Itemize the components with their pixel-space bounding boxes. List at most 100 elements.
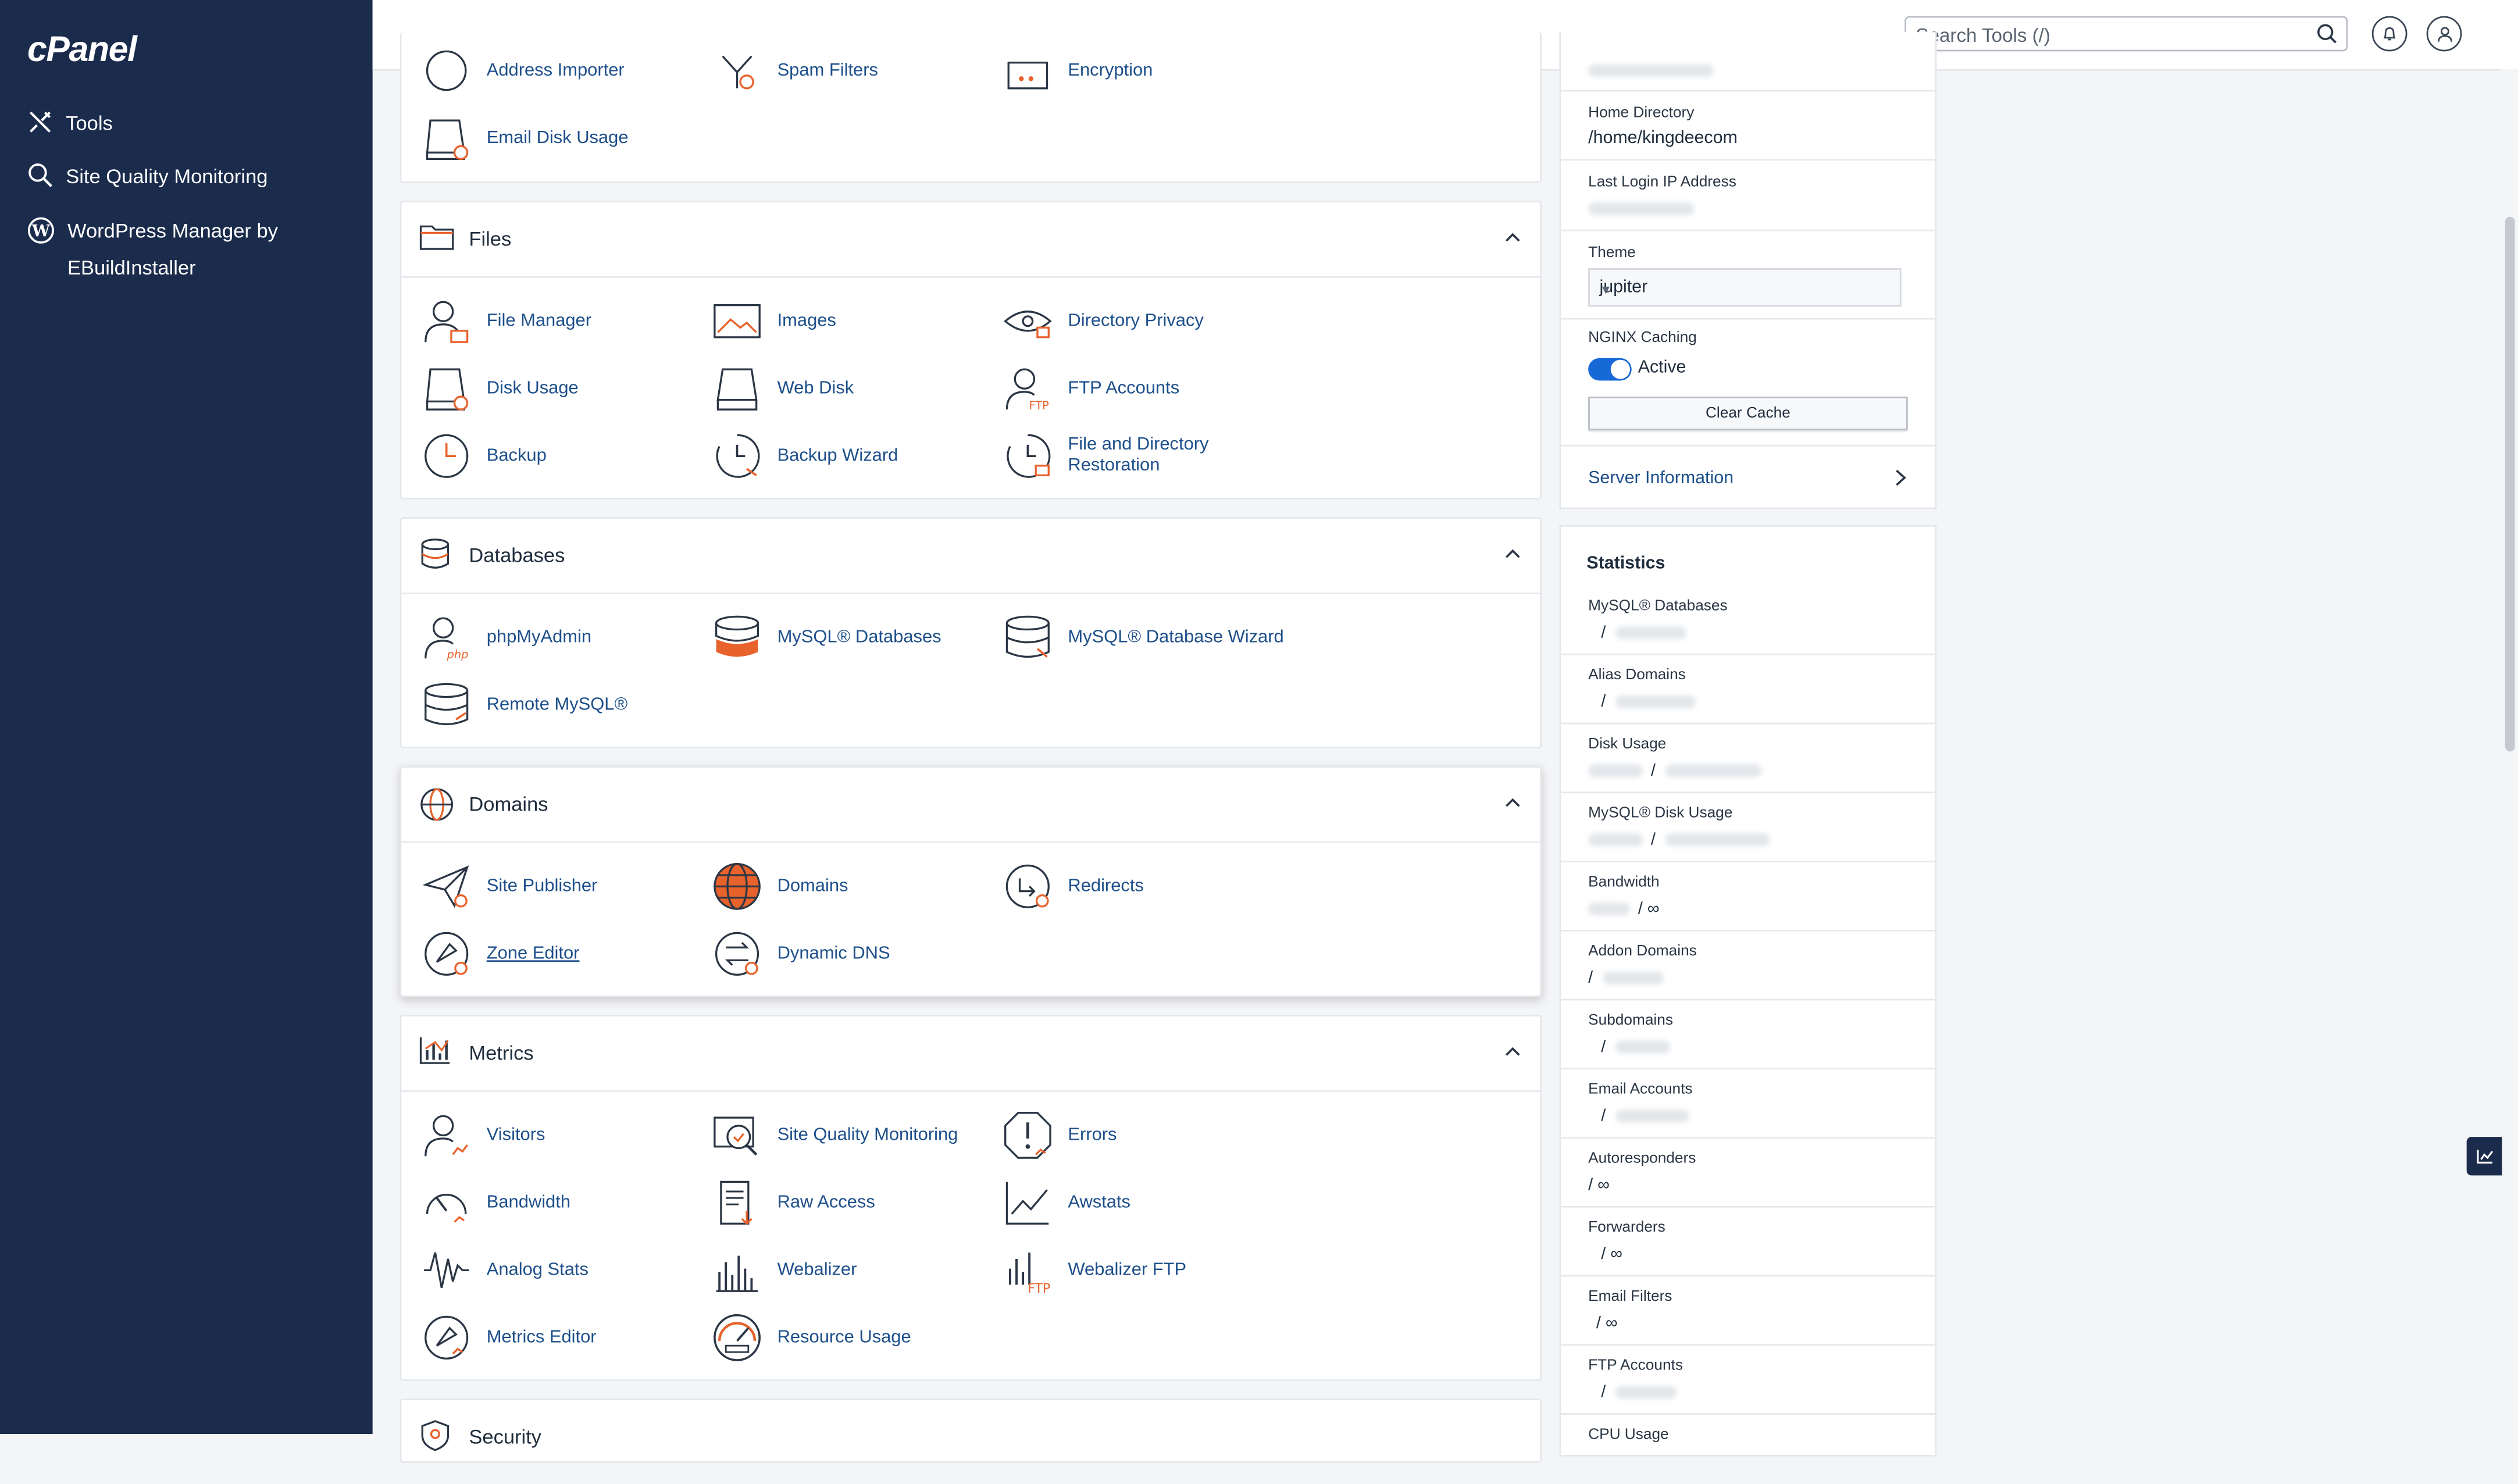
statistic-value: / [1601, 1106, 1606, 1126]
statistic-row: MySQL® Databases / [1561, 586, 1935, 655]
database-icon [421, 538, 450, 569]
backup-wizard-icon [716, 434, 760, 478]
files-header[interactable]: Files [401, 202, 1540, 278]
cpanel-logo[interactable]: cPanel [27, 28, 137, 69]
remote-mysql-icon [425, 683, 469, 725]
general-information-card: Home Directory /home/kingdeecom Last Log… [1559, 32, 1937, 509]
tool-file-directory-restoration[interactable]: File and Directory Restoration [1004, 432, 1293, 480]
statistic-value-wrap: / [1588, 623, 1686, 643]
tool-mysql-databases[interactable]: MySQL® Databases [713, 613, 941, 662]
statistic-label: Email Filters [1588, 1287, 1672, 1306]
tool-site-quality-monitoring[interactable]: Site Quality Monitoring [713, 1111, 958, 1160]
tool-webalizer-ftp[interactable]: FTP Webalizer FTP [1004, 1246, 1186, 1294]
tool-site-publisher[interactable]: Site Publisher [422, 862, 597, 911]
tool-email-disk-usage[interactable]: Email Disk Usage [422, 114, 629, 162]
tool-awstats[interactable]: Awstats [1004, 1179, 1130, 1227]
metrics-editor-icon [425, 1315, 469, 1360]
redacted-value [1588, 202, 1695, 216]
images-icon [714, 304, 761, 338]
chart-icon [2476, 1150, 2492, 1164]
eye-icon [1004, 311, 1052, 338]
statistic-label: MySQL® Databases [1588, 597, 1728, 615]
chevron-up-icon[interactable] [1505, 231, 1521, 242]
tool-zone-editor[interactable]: Zone Editor [422, 930, 579, 978]
search-placeholder: Search Tools (/) [1916, 24, 2050, 47]
bar-chart-icon [419, 1037, 450, 1064]
tool-backup-wizard[interactable]: Backup Wizard [713, 432, 898, 480]
clear-cache-button[interactable]: Clear Cache [1588, 397, 1908, 431]
nginx-caching-toggle[interactable] [1588, 358, 1632, 381]
statistic-label: Alias Domains [1588, 666, 1686, 684]
statistic-row: Disk Usage / [1561, 724, 1935, 794]
statistic-row: MySQL® Disk Usage / [1561, 793, 1935, 862]
tool-remote-mysql[interactable]: Remote MySQL® [422, 681, 627, 729]
user-menu-button[interactable] [2426, 16, 2462, 52]
section-title: Security [469, 1426, 542, 1449]
statistic-value: / [1601, 1382, 1606, 1402]
statistic-value-wrap: / ∞ [1588, 1244, 1622, 1264]
statistic-label: Subdomains [1588, 1011, 1673, 1030]
chevron-up-icon[interactable] [1505, 548, 1521, 559]
sidebar-item-tools[interactable]: Tools [27, 106, 348, 143]
svg-text:FTP: FTP [1028, 1281, 1050, 1294]
tool-dynamic-dns[interactable]: Dynamic DNS [713, 930, 890, 978]
search-magnify-icon [28, 163, 52, 187]
tool-ftp-accounts[interactable]: FTP FTP Accounts [1004, 365, 1179, 413]
tool-directory-privacy[interactable]: Directory Privacy [1004, 297, 1204, 345]
tool-metrics-editor[interactable]: Metrics Editor [422, 1314, 597, 1362]
redacted-value [1665, 833, 1770, 847]
tool-raw-access[interactable]: Raw Access [713, 1179, 875, 1227]
statistic-label: Addon Domains [1588, 943, 1697, 961]
tool-visitors[interactable]: Visitors [422, 1111, 545, 1160]
zone-editor-icon [425, 932, 469, 976]
statistic-value: / [1650, 830, 1656, 850]
statistic-row: CPU Usage [1561, 1415, 1935, 1484]
redacted-value [1588, 902, 1630, 916]
analytics-float-button[interactable] [2466, 1137, 2502, 1176]
domains-section: Domains Site Publisher Domains Redirects… [400, 766, 1542, 997]
statistic-label: FTP Accounts [1588, 1357, 1683, 1375]
tool-disk-usage[interactable]: Disk Usage [422, 365, 579, 413]
statistic-label: Autoresponders [1588, 1150, 1696, 1168]
search-input[interactable]: Search Tools (/) [1904, 16, 2348, 52]
tool-images[interactable]: Images [713, 297, 836, 345]
ftp-accounts-icon: FTP [1005, 368, 1049, 412]
metrics-header[interactable]: Metrics [401, 1016, 1540, 1092]
tool-mysql-database-wizard[interactable]: MySQL® Database Wizard [1004, 613, 1284, 662]
redacted-value [1588, 64, 1714, 77]
domains-header[interactable]: Domains [401, 768, 1540, 843]
sidebar-item-site-quality-monitoring[interactable]: Site Quality Monitoring [27, 159, 348, 196]
databases-header[interactable]: Databases [401, 519, 1540, 594]
sidebar-item-wordpress-manager[interactable]: W WordPress Manager by EBuildInstaller [27, 213, 348, 287]
tool-bandwidth[interactable]: Bandwidth [422, 1179, 570, 1227]
tool-spam-filters[interactable]: Spam Filters [713, 47, 878, 95]
tool-resource-usage[interactable]: Resource Usage [713, 1314, 911, 1362]
tool-analog-stats[interactable]: Analog Stats [422, 1246, 589, 1294]
statistic-value: / [1601, 1037, 1606, 1057]
notifications-button[interactable] [2371, 16, 2408, 52]
tool-webalizer[interactable]: Webalizer [713, 1246, 857, 1294]
tool-encryption[interactable]: Encryption [1004, 47, 1153, 95]
chevron-up-icon[interactable] [1505, 1046, 1521, 1057]
paper-plane-icon [422, 865, 469, 908]
chevron-up-icon[interactable] [1505, 797, 1521, 808]
server-information-link[interactable]: Server Information [1561, 447, 1935, 508]
tool-phpmyadmin[interactable]: php phpMyAdmin [422, 613, 591, 662]
tool-domains[interactable]: Domains [713, 862, 848, 911]
tool-backup[interactable]: Backup [422, 432, 547, 480]
info-row-last-login: Last Login IP Address [1561, 160, 1935, 231]
theme-select[interactable]: jupiter ▼ [1588, 268, 1902, 307]
svg-text:php: php [447, 648, 469, 661]
tool-errors[interactable]: Errors [1004, 1111, 1117, 1160]
backup-icon [425, 434, 469, 478]
search-icon[interactable] [2316, 23, 2338, 45]
tool-address-importer[interactable]: Address Importer [422, 47, 625, 95]
shield-icon [421, 1420, 450, 1451]
tool-file-manager[interactable]: File Manager [422, 297, 591, 345]
email-disk-usage-icon [426, 119, 469, 160]
statistic-row: Forwarders / ∞ [1561, 1208, 1935, 1277]
tool-redirects[interactable]: Redirects [1004, 862, 1144, 911]
scrollbar-thumb[interactable] [2505, 216, 2515, 752]
sidebar: cPanel Tools Site Quality Monitoring W W… [0, 0, 373, 1435]
tool-web-disk[interactable]: Web Disk [713, 365, 854, 413]
